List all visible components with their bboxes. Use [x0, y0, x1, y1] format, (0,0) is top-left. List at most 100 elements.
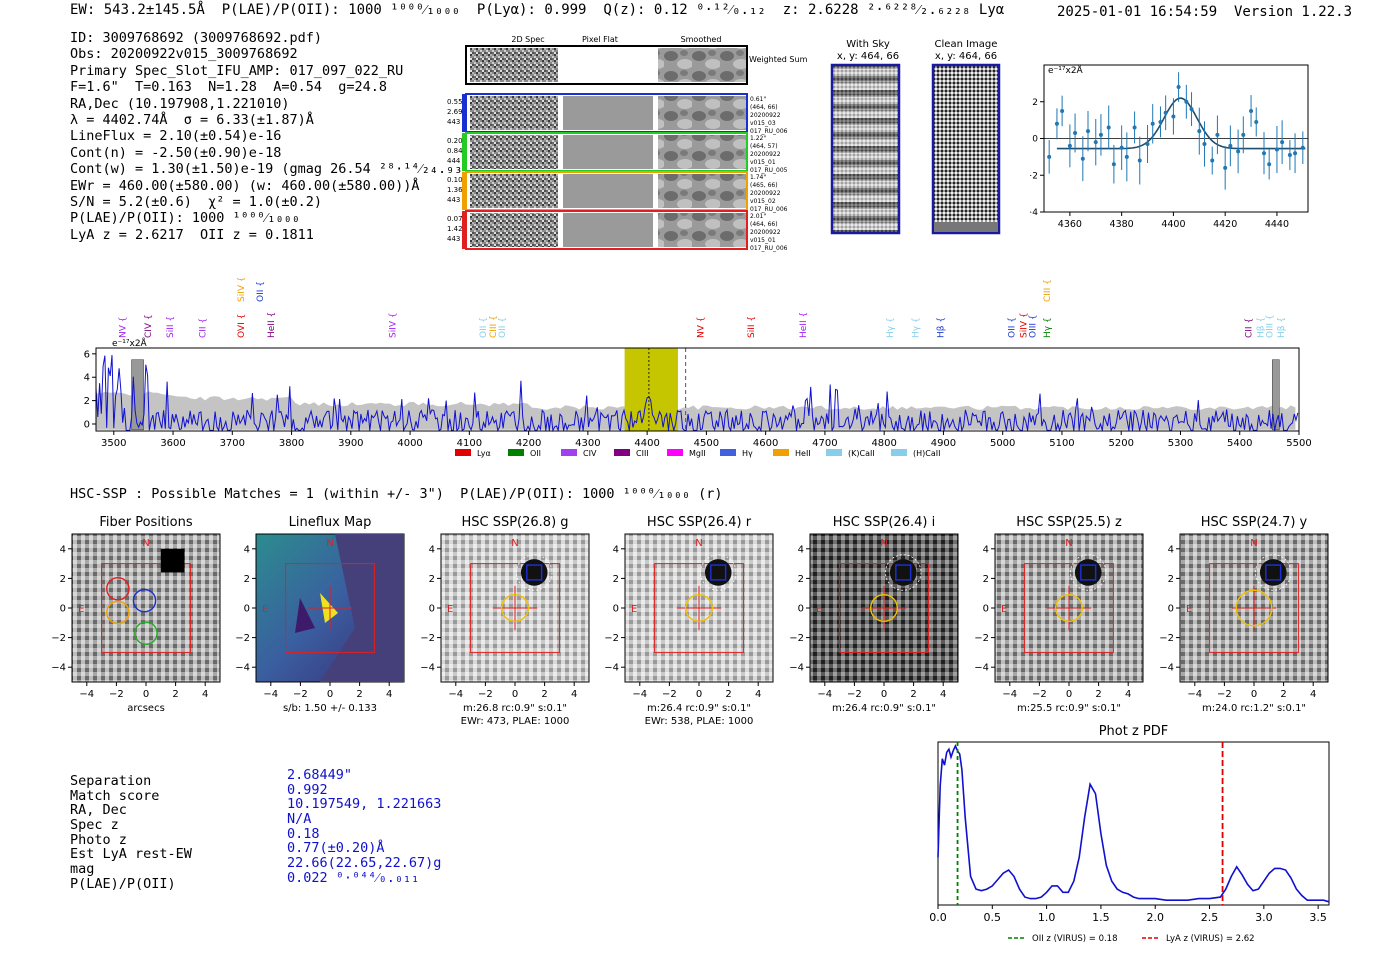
spec-line-label: OII {: [479, 317, 489, 338]
spec-legend-label: (H)CaII: [913, 449, 940, 458]
spec-legend-swatch: [773, 449, 789, 456]
hsc-panel-caption: m:26.4 rc:0.9" s:0.1": [832, 703, 936, 714]
hsc-panel-title: HSC SSP(26.4) i: [833, 515, 935, 530]
zoom-data-point: [1137, 158, 1142, 163]
hsc-search-box: [1024, 563, 1114, 653]
cutout-pixel-flat: [563, 174, 653, 208]
cutout-row-left-label: 443: [447, 118, 460, 126]
zoom-xtick-label: 4380: [1110, 219, 1134, 230]
compass-east: E: [631, 604, 637, 615]
hsc-xtick-label: 0: [696, 689, 702, 700]
spec-legend-swatch: [720, 449, 736, 456]
hsc-bright-source: [1259, 559, 1287, 586]
spec-line-label: Hγ {: [1043, 317, 1053, 338]
spec-xtick-label: 5200: [1108, 438, 1133, 449]
sky-panels: With Sky x, y: 464, 66 Clean Image x, y:…: [830, 39, 1001, 235]
zoom-xtick-label: 4420: [1213, 219, 1237, 230]
info-line: λ = 4402.74Å σ = 6.33(±1.87)Å: [70, 111, 314, 128]
match-value: N/A: [287, 811, 312, 828]
compass-north: N: [1065, 538, 1072, 549]
header-timestamp-version: 2025-01-01 16:54:59 Version 1.22.3: [1057, 4, 1353, 20]
zoom-data-point: [1060, 108, 1065, 113]
hsc-ytick-label: −4: [974, 663, 989, 674]
zoom-data-point: [1262, 151, 1266, 156]
cutout-row-right-label: 20200922: [750, 190, 781, 197]
hsc-ytick-label: 0: [244, 604, 250, 615]
compass-east: E: [447, 604, 453, 615]
hsc-ytick-label: −2: [1159, 633, 1174, 644]
cutout-header: Pixel Flat: [582, 35, 618, 44]
match-value: 0.77(±0.20)Å: [287, 840, 385, 857]
full-spectrum-plot: e⁻¹⁷x2Å 6 4 2 0 3500 3600 3700 3800 3900 4000 4100 4…: [84, 278, 1312, 458]
hsc-ytick-label: 2: [1168, 574, 1174, 585]
cutout-row-right-label: 20200922: [750, 229, 781, 236]
fiber-circle: [106, 600, 130, 625]
spec-ytick-label: 0: [84, 419, 90, 430]
hsc-ytick-label: 2: [613, 574, 619, 585]
match-label: P(LAE)/P(OII): [70, 875, 176, 892]
cutout-smoothed: [658, 213, 746, 247]
match-label: mag: [70, 861, 95, 878]
with-sky-texture: [833, 66, 898, 232]
cutout-smoothed: [658, 135, 746, 169]
cutout-row-right-label: (465, 66): [750, 182, 778, 189]
hsc-panel-title: HSC SSP(24.7) y: [1201, 515, 1308, 530]
hsc-source-marker: [526, 564, 543, 581]
hsc-bright-source: [520, 559, 548, 586]
cutout-row-left-label: 443: [447, 235, 460, 243]
hsc-ytick-label: 0: [613, 604, 619, 615]
info-line: F=1.6" T=0.163 N=1.28 A=0.54 g=24.8: [70, 79, 387, 96]
spec-xtick-label: 3600: [160, 438, 185, 449]
pdf-xtick-label: 1.0: [1038, 911, 1056, 924]
zoom-xtick-label: 4400: [1161, 219, 1185, 230]
pdf-curve: [937, 744, 1330, 903]
compass-east: E: [1001, 604, 1007, 615]
zoom-unit-label: e⁻¹⁷x2Å: [1048, 64, 1084, 76]
spec-legend-label: Hγ: [742, 449, 753, 458]
zoom-data-point: [1249, 108, 1254, 113]
cutout-row-left-label: 0.10: [447, 176, 463, 184]
spec-legend-swatch: [508, 449, 524, 456]
hsc-xtick-label: 4: [1125, 689, 1131, 700]
hsc-xtick-label: 2: [172, 689, 178, 700]
hsc-xtick-label: −2: [847, 689, 862, 700]
cutout-2d-spec: [470, 96, 558, 130]
spec-axes-frame: [95, 347, 1300, 432]
zoom-ytick-label: 2: [1032, 98, 1038, 108]
hsc-xtick-label: −2: [1032, 689, 1047, 700]
hsc-bright-source: [704, 559, 732, 586]
spec-xtick-label: 4100: [457, 438, 482, 449]
hsc-bright-source: [889, 559, 917, 586]
zoom-data-point: [1210, 158, 1215, 163]
hsc-ytick-label: 4: [983, 544, 989, 555]
cutout-pixel-flat: [563, 96, 653, 130]
hsc-panel-caption: s/b: 1.50 +/- 0.133: [283, 703, 377, 714]
sky-title: Clean Image: [935, 39, 998, 50]
hsc-panel-caption: m:26.8 rc:0.9" s:0.1": [463, 703, 567, 714]
hsc-xtick-label: −4: [263, 689, 278, 700]
cutout-header: 2D Spec: [511, 35, 544, 44]
match-value: 0.18: [287, 825, 320, 842]
hsc-target-aperture: [500, 593, 530, 623]
spec-legend-swatch: [614, 449, 630, 456]
spec-legend-label: HeII: [795, 449, 811, 458]
hsc-ytick-label: −4: [1159, 663, 1174, 674]
hsc-xtick-label: 4: [940, 689, 946, 700]
cutout-row-right-label: v015_01: [750, 159, 776, 166]
hsc-target-aperture: [869, 593, 899, 623]
hsc-ytick-label: 0: [429, 604, 435, 615]
spec-xtick-label: 3800: [279, 438, 304, 449]
spec-xtick-label: 4700: [812, 438, 837, 449]
zoom-ytick-label: −4: [1030, 208, 1038, 218]
spec-xtick-label: 4300: [575, 438, 600, 449]
spec-xtick-label: 4000: [397, 438, 422, 449]
spec-line-label: HeII {: [799, 312, 809, 338]
match-label: Separation: [70, 773, 152, 789]
spec-legend-label: CIV: [583, 449, 597, 458]
zoom-data-point: [1236, 149, 1241, 154]
zoom-data-point: [1150, 121, 1155, 126]
zoom-data-point: [1287, 153, 1292, 158]
pdf-xtick-label: 2.0: [1146, 911, 1164, 924]
fiber-circle: [132, 588, 157, 613]
cutout-row-left-label: 0.84: [447, 147, 463, 155]
